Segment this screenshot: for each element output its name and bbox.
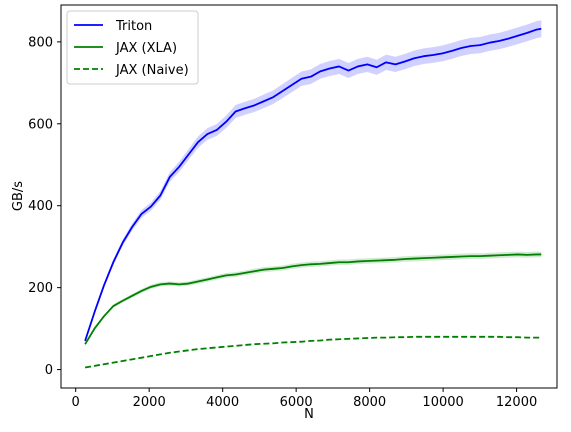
legend-box (66, 10, 199, 85)
x-tick-label: 12000 (496, 395, 537, 410)
x-tick-label: 0 (72, 395, 80, 410)
x-tick-label: 2000 (133, 395, 166, 410)
legend-label-jax-xla: JAX (XLA) (115, 41, 177, 56)
y-tick-label: 600 (28, 117, 53, 132)
y-tick-label: 800 (28, 35, 53, 50)
x-axis-label: N (304, 407, 314, 422)
axis-ticks: 0 2000 4000 6000 8000 10000 12000 0 200 400 600 800 (28, 35, 537, 410)
legend-label-jax-naive: JAX (Naive) (115, 63, 189, 78)
x-tick-label: 8000 (353, 395, 386, 410)
series-line-jax-naive (84, 335, 542, 369)
plot-frame (60, 4, 558, 389)
y-tick-label: 200 (28, 281, 53, 296)
x-tick-label: 4000 (206, 395, 239, 410)
x-tick-label: 6000 (280, 395, 313, 410)
y-tick-label: 400 (28, 199, 53, 214)
series-lines (84, 27, 542, 369)
legend-label-triton: Triton (115, 19, 152, 34)
legend: Triton JAX (XLA) JAX (Naive) (66, 10, 199, 85)
series-line-jax-xla (84, 253, 542, 345)
y-axis-label: GB/s (11, 181, 26, 211)
band-jax-xla (85, 251, 542, 346)
x-tick-label: 10000 (422, 395, 463, 410)
y-tick-label: 0 (45, 363, 53, 378)
series-line-triton (84, 27, 542, 342)
